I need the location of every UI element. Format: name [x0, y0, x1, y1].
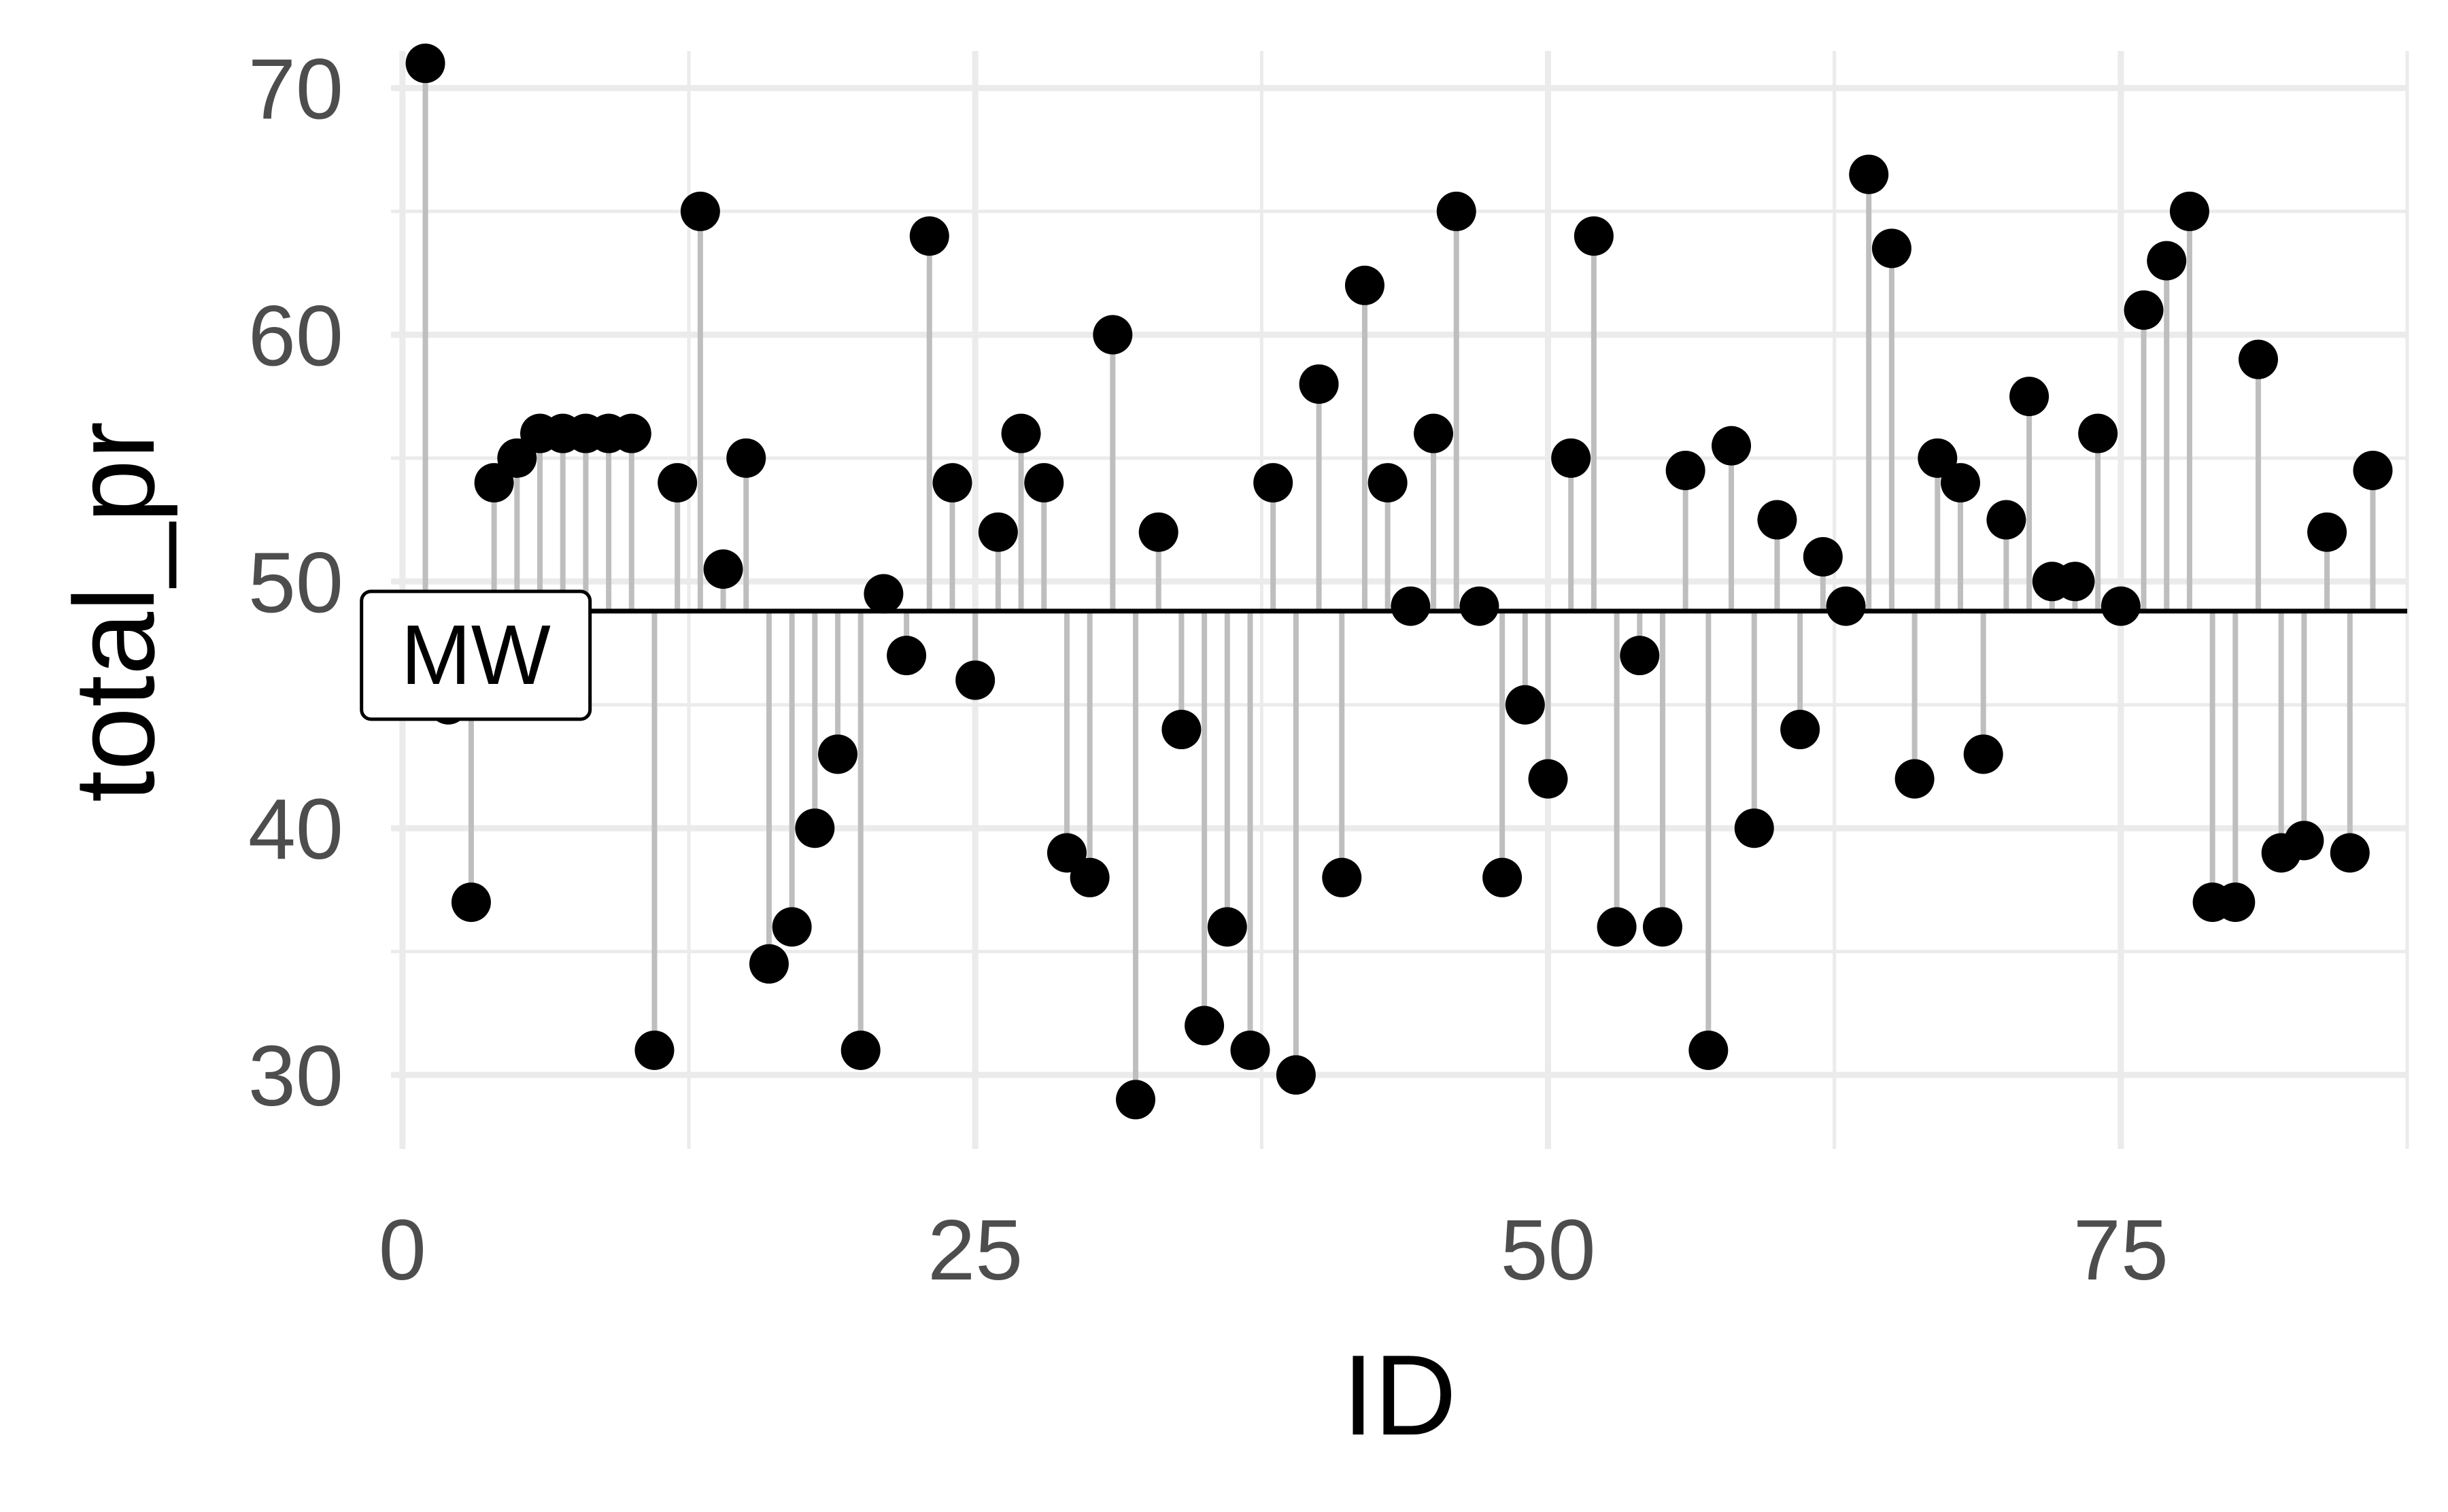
- data-point: [1712, 426, 1752, 466]
- x-axis-ticks: 0 25 50 75: [379, 1202, 2169, 1298]
- data-point: [1047, 833, 1087, 873]
- data-point: [2353, 450, 2393, 490]
- data-point: [1665, 450, 1705, 490]
- y-tick-label: 70: [248, 41, 343, 137]
- data-point: [1505, 685, 1545, 725]
- data-point: [909, 216, 949, 256]
- data-point: [1116, 1080, 1156, 1120]
- data-point: [1024, 463, 1064, 503]
- data-point: [2307, 512, 2347, 552]
- data-point: [932, 463, 972, 503]
- data-point: [1734, 808, 1774, 848]
- data-point: [955, 660, 996, 700]
- data-point: [1688, 1030, 1729, 1070]
- data-point: [1918, 438, 1958, 478]
- data-point: [1185, 1006, 1225, 1046]
- data-point: [1344, 265, 1384, 305]
- data-point: [2124, 290, 2164, 330]
- data-point: [1849, 154, 1889, 194]
- data-point: [2009, 377, 2050, 417]
- data-point: [680, 191, 720, 231]
- data-point: [1276, 1055, 1316, 1095]
- data-point: [2055, 562, 2095, 602]
- data-point: [1940, 463, 1980, 503]
- data-point: [1207, 907, 1247, 947]
- data-point: [1367, 463, 1408, 503]
- data-point: [1436, 191, 1476, 231]
- data-point: [2284, 821, 2324, 861]
- data-point: [1826, 586, 1866, 626]
- data-point: [451, 882, 491, 923]
- data-point: [1299, 364, 1339, 404]
- data-point: [2215, 882, 2256, 923]
- data-point: [772, 907, 812, 947]
- data-point: [1482, 857, 1523, 897]
- x-axis-title: ID: [1342, 1331, 1457, 1459]
- y-axis-ticks: 30 40 50 60 70: [248, 41, 343, 1124]
- reference-label-box: [360, 589, 592, 721]
- data-point: [1620, 636, 1660, 676]
- y-axis-title: total_pr: [50, 422, 178, 802]
- data-point: [1391, 586, 1431, 626]
- reference-label-text: MW: [401, 608, 550, 702]
- y-tick-label: 30: [248, 1028, 343, 1124]
- data-point: [2169, 191, 2209, 231]
- y-tick-label: 40: [248, 781, 343, 877]
- data-point: [1642, 907, 1682, 947]
- data-point: [1001, 413, 1041, 453]
- x-tick-label: 0: [379, 1202, 426, 1298]
- data-point: [1894, 759, 1935, 799]
- data-point: [2101, 586, 2141, 626]
- data-point: [2330, 833, 2370, 873]
- data-point: [1757, 500, 1797, 540]
- data-point: [1871, 228, 1911, 269]
- x-tick-label: 75: [2073, 1202, 2169, 1298]
- data-point: [634, 1030, 675, 1070]
- data-point: [818, 734, 858, 774]
- data-point: [1528, 759, 1568, 799]
- data-point: [474, 463, 514, 503]
- data-point: [703, 549, 743, 589]
- data-point: [1230, 1030, 1270, 1070]
- data-point: [978, 512, 1018, 552]
- data-point: [1551, 438, 1591, 478]
- data-point: [1093, 315, 1133, 355]
- data-point: [1803, 536, 1843, 577]
- data-point: [2238, 339, 2278, 379]
- x-tick-label: 50: [1500, 1202, 1595, 1298]
- data-point: [1322, 857, 1362, 897]
- data-point: [405, 44, 445, 84]
- x-tick-label: 25: [928, 1202, 1023, 1298]
- y-tick-label: 60: [248, 288, 343, 383]
- data-point: [749, 944, 789, 984]
- data-point: [658, 463, 698, 503]
- data-point: [726, 438, 766, 478]
- y-tick-label: 50: [248, 534, 343, 630]
- data-point: [1459, 586, 1499, 626]
- data-point: [1574, 216, 1614, 256]
- data-point: [1138, 512, 1178, 552]
- data-point: [864, 574, 904, 614]
- reference-label: MW: [360, 589, 592, 721]
- lollipop-points: [405, 44, 2393, 1120]
- data-point: [2078, 413, 2118, 453]
- data-point: [497, 438, 537, 478]
- data-point: [1986, 500, 2026, 540]
- data-point: [1414, 413, 1454, 453]
- data-point: [1161, 710, 1202, 750]
- data-point: [2147, 241, 2187, 281]
- data-point: [840, 1030, 881, 1070]
- data-point: [795, 808, 835, 848]
- data-point: [1963, 734, 2003, 774]
- data-point: [611, 413, 651, 453]
- data-point: [1253, 463, 1293, 503]
- data-point: [887, 636, 927, 676]
- data-point: [1780, 710, 1820, 750]
- data-point: [1597, 907, 1637, 947]
- data-point: [1070, 857, 1110, 897]
